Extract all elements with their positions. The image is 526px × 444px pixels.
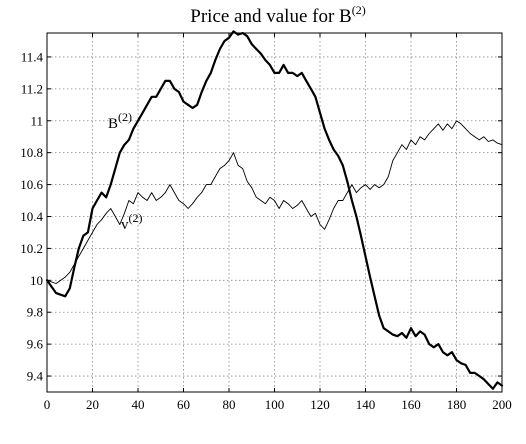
y-tick-label: 9.8 — [27, 305, 43, 320]
series-label-B-text: B — [108, 116, 118, 132]
y-tick-label: 11 — [30, 113, 43, 128]
x-tick-label: 0 — [44, 397, 51, 412]
x-tick-label: 200 — [492, 397, 512, 412]
x-tick-label: 180 — [447, 397, 467, 412]
y-tick-label: 10.8 — [20, 145, 43, 160]
x-tick-label: 100 — [265, 397, 285, 412]
y-tick-label: 10 — [30, 273, 43, 288]
x-tick-label: 80 — [223, 397, 236, 412]
chart-title-superscript: (2) — [352, 3, 366, 17]
x-axis: 0 20 40 60 80 100 120 140 160 180 200 — [44, 33, 512, 412]
chart-title: Price and value for B(2) — [190, 3, 365, 27]
series-label-v-superscript: (2) — [129, 211, 143, 225]
series-label-B-superscript: (2) — [118, 110, 132, 124]
y-axis: 9.4 9.6 9.8 10 10.2 10.4 10.6 10.8 11 11.2 11.4 — [20, 49, 502, 384]
y-tick-label: 9.6 — [27, 337, 44, 352]
y-tick-label: 11.2 — [21, 81, 43, 96]
y-tick-label: 11.4 — [21, 49, 44, 64]
y-tick-label: 10.4 — [20, 209, 43, 224]
x-tick-label: 120 — [310, 397, 330, 412]
series-label-v: v(2) — [121, 211, 143, 233]
grid — [47, 33, 502, 392]
x-tick-label: 160 — [401, 397, 421, 412]
y-tick-label: 10.6 — [20, 177, 43, 192]
series-label-v-text: v — [121, 217, 129, 233]
chart-title-text: Price and value for B — [190, 6, 351, 27]
series-layer — [45, 30, 504, 390]
x-tick-label: 40 — [132, 397, 145, 412]
x-tick-label: 60 — [177, 397, 190, 412]
series-line-B — [45, 30, 504, 390]
y-tick-label: 9.4 — [27, 369, 44, 384]
x-tick-label: 20 — [86, 397, 99, 412]
x-tick-label: 140 — [356, 397, 376, 412]
y-tick-label: 10.2 — [20, 241, 43, 256]
series-line-v — [46, 120, 503, 284]
series-label-B: B(2) — [108, 110, 132, 132]
